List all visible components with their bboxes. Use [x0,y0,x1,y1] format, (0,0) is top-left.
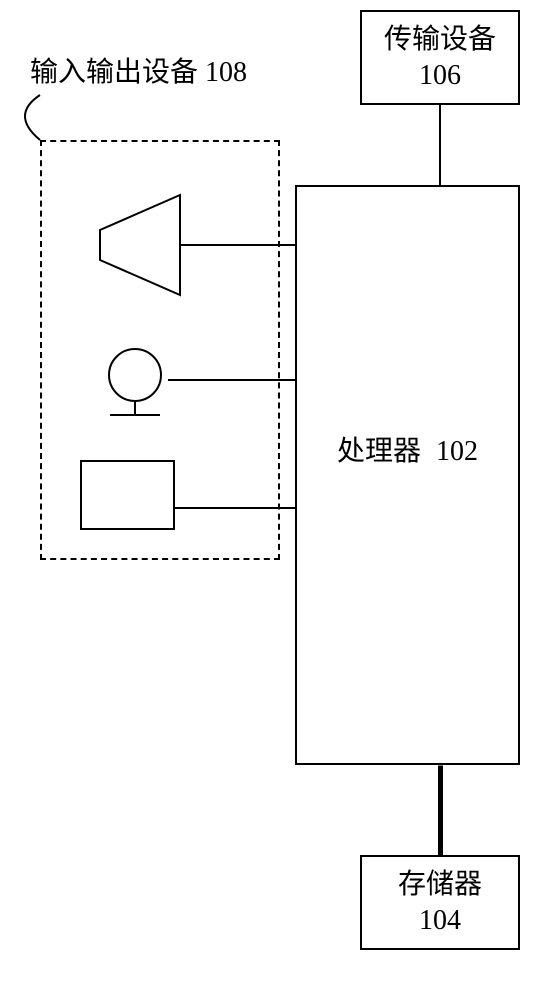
transmit-processor-line [439,104,442,186]
speaker-processor-line [179,244,296,247]
microphone-icon [100,345,180,425]
processor-block: 处理器 102 [295,185,520,765]
transmission-num: 106 [362,58,518,94]
screen-processor-line [174,507,296,510]
processor-num: 102 [436,436,478,467]
display-icon [80,460,175,530]
transmission-title: 传输设备 [362,22,518,58]
speaker-icon [80,190,190,300]
processor-memory-line [438,763,444,858]
memory-num: 104 [362,903,518,939]
memory-block: 存储器 104 [360,855,520,950]
processor-title: 处理器 [337,436,421,467]
memory-title: 存储器 [362,867,518,903]
transmission-device-block: 传输设备 106 [360,10,520,105]
mic-processor-line [167,379,296,382]
